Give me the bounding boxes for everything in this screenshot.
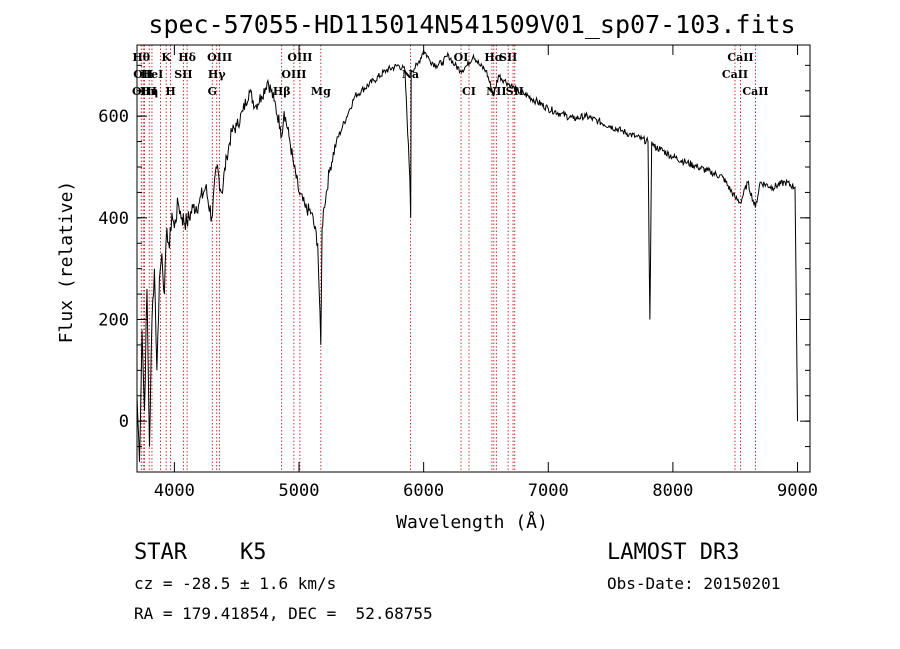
line-label-14: OIII [281, 68, 306, 81]
line-label-26: CaII [722, 68, 748, 81]
x-tick-label-2: 6000 [403, 481, 444, 501]
line-label-3: Hη [140, 85, 158, 98]
redshift-value: cz = -28.5 ± 1.6 km/s [134, 574, 337, 593]
line-label-13: Hβ [273, 85, 291, 98]
coordinates: RA = 179.41854, DEC = 52.68755 [134, 604, 433, 623]
object-class: STAR [134, 540, 187, 565]
y-axis-label: Flux (relative) [56, 181, 77, 344]
x-tick-label-1: 5000 [279, 481, 320, 501]
x-tick-label-4: 8000 [652, 481, 693, 501]
line-label-18: OI [454, 51, 469, 64]
line-label-12: OIII [207, 51, 232, 64]
line-label-4: HeI [141, 68, 164, 81]
y-tick-label-1: 200 [98, 311, 129, 331]
line-label-17: Na [402, 68, 419, 81]
line-label-8: SII [174, 68, 192, 81]
line-label-15: OIII [287, 51, 312, 64]
chart-title: spec-57055-HD115014N541509V01_sp07-103.f… [148, 10, 795, 39]
line-label-7: H [165, 85, 175, 98]
plot-frame [136, 44, 811, 473]
y-tick-label-2: 400 [98, 209, 129, 229]
line-label-23: SII [499, 51, 517, 64]
x-axis-label: Wavelength (Å) [396, 511, 548, 533]
spectral-line-markers [140, 45, 756, 472]
line-label-22: NII [486, 85, 506, 98]
flux-line [136, 49, 798, 462]
y-tick-label-0: 0 [119, 412, 129, 432]
line-label-27: CaII [727, 51, 753, 64]
line-label-28: CaII [742, 85, 768, 98]
x-tick-label-3: 7000 [528, 481, 569, 501]
line-label-11: Hγ [208, 68, 226, 81]
y-tick-label-3: 600 [98, 107, 129, 127]
line-label-9: Hδ [178, 51, 196, 64]
x-tick-label-5: 9000 [777, 481, 818, 501]
line-label-10: G [208, 85, 217, 98]
line-label-6: K [161, 51, 171, 64]
observation-date: Obs-Date: 20150201 [607, 574, 781, 593]
line-label-1: OII [133, 68, 153, 81]
axis-ticks: 4000 5000 6000 7000 8000 9000 0 200 400 600 [98, 45, 818, 501]
line-label-19: CI [462, 85, 476, 98]
line-label-21: Hα [484, 51, 503, 64]
line-label-2: OIII [132, 85, 157, 98]
x-tick-label-0: 4000 [154, 481, 195, 501]
line-label-0: Hθ [132, 51, 150, 64]
spectral-subclass: K5 [240, 540, 267, 565]
line-label-25: SII [506, 85, 524, 98]
line-label-16: Mg [311, 85, 331, 98]
survey-name: LAMOST DR3 [607, 540, 740, 565]
flux-series [136, 49, 798, 462]
spectral-line-labels: HθOIIOIIIHηHeIKHSIIHδGHγOIIIHβOIIIOIIIMg… [132, 51, 769, 98]
